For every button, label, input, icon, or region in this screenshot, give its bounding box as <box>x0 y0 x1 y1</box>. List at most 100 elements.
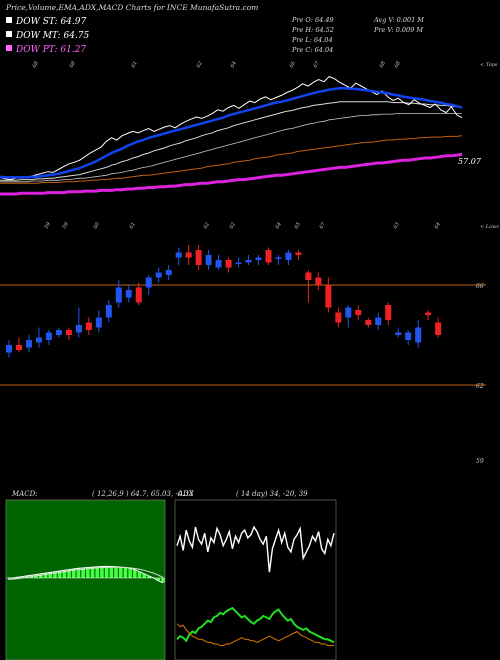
candle-body <box>35 337 42 343</box>
ema-top-tick-label: 68 <box>32 60 40 69</box>
ema-top-tick-label: 62 <box>196 60 204 69</box>
ema-long-b-line <box>0 135 463 184</box>
macd-histogram-bar <box>86 567 90 578</box>
adx-label: ADX <box>177 490 195 498</box>
macd-histogram-bar <box>57 571 62 578</box>
candle-body <box>295 252 302 255</box>
macd-histogram-bar <box>76 568 81 578</box>
candle-body <box>405 332 412 340</box>
candle-body <box>195 250 202 265</box>
ema-top-tick-label: 61 <box>131 60 139 69</box>
avg-volume: Avg V: 0.001 M <box>373 16 424 24</box>
macd-histogram-bar <box>142 573 147 578</box>
candle-body <box>15 345 22 350</box>
ema-mid-line <box>0 101 462 181</box>
candle-body <box>355 310 362 315</box>
di-green-line <box>176 606 335 644</box>
candle-body <box>345 307 352 318</box>
macd-histogram-bar <box>67 569 71 578</box>
prev-low: Pre L: 64.04 <box>291 36 333 44</box>
ema-top-tick-label: 67 <box>313 60 322 69</box>
macd-histogram-bar <box>104 566 109 578</box>
legend-label-mt: DOW MT: 64.75 <box>15 31 90 41</box>
legend-label-st: DOW ST: 64.97 <box>15 17 86 27</box>
macd-panel <box>5 499 166 660</box>
macd-histogram-bar <box>114 566 118 578</box>
price-top-tick-label: 65 <box>294 221 302 230</box>
candle-body <box>305 272 312 280</box>
ema-value-label: 57.07 <box>458 157 482 166</box>
macd-histogram-bar <box>137 571 142 578</box>
ema-very-long-line <box>0 152 463 196</box>
candle-body <box>185 252 192 258</box>
price-top-tick-label: 64 <box>434 221 442 230</box>
candle-body <box>65 330 72 335</box>
candle-body <box>25 340 32 348</box>
ema-fast-blue-line <box>0 86 463 179</box>
candle-body <box>105 305 112 318</box>
candle-body <box>325 285 332 308</box>
candle-body <box>215 260 222 268</box>
ema-panel: 68 68 61 62 64 66 67 68 68 <box>0 60 463 196</box>
prev-high: Pre H: 64.52 <box>291 26 334 34</box>
ema-top-tick-label: 66 <box>289 60 298 69</box>
price-top-tick-label: 60 <box>93 221 102 230</box>
candle-body <box>145 277 152 288</box>
macd-background <box>5 499 166 660</box>
legend-swatch-st <box>6 17 12 23</box>
candle-body <box>175 252 182 258</box>
macd-histogram-bar <box>43 573 48 578</box>
adx-white-line <box>176 525 335 573</box>
candle-body <box>435 322 442 335</box>
candle-body <box>285 252 292 260</box>
macd-label: MACD: <box>11 490 38 498</box>
price-panel: 59 59 60 61 62 62 64 65 67 63 64 66 62 59 <box>0 221 486 465</box>
candle-body <box>265 250 272 263</box>
candle-body <box>375 317 382 325</box>
macd-histogram-bar <box>156 578 161 581</box>
price-top-tick-label: 63 <box>393 221 401 230</box>
candle-body <box>75 325 82 333</box>
macd-histogram-bar <box>133 569 137 578</box>
adx-background <box>174 499 337 660</box>
adx-values: ( 14 day) 34, -20, 39 <box>236 490 308 498</box>
macd-histogram-bar <box>100 566 104 578</box>
candle-body <box>335 312 342 323</box>
candle-body <box>45 332 52 340</box>
ema-top-right-label: < Tops <box>480 62 498 68</box>
macd-histogram-bar <box>39 573 43 578</box>
price-top-tick-label: 64 <box>275 221 283 230</box>
candle-body <box>235 262 242 264</box>
signal-line <box>7 566 164 580</box>
macd-histogram-bar <box>147 575 151 578</box>
macd-histogram-bar <box>161 578 165 583</box>
ema-top-tick-label: 68 <box>379 60 387 69</box>
legend-swatch-pt <box>6 45 12 51</box>
macd-histogram-bar <box>128 568 132 578</box>
price-y-tick-label: 66 <box>476 283 484 290</box>
macd-histogram-bar <box>48 572 53 578</box>
ema-long-a-line <box>0 113 462 183</box>
ema-top-tick-label: 68 <box>394 60 402 69</box>
candle-body <box>245 260 252 263</box>
prev-volume: Pre V: 0.009 M <box>373 26 423 34</box>
macd-histogram-bar <box>123 567 128 578</box>
ema-top-tick-label: 68 <box>69 60 77 69</box>
candle-body <box>225 260 232 268</box>
candle-body <box>395 332 402 335</box>
prev-open: Pre O: 64.49 <box>291 16 334 24</box>
candle-body <box>255 257 262 260</box>
candle-body <box>95 317 102 328</box>
macd-line <box>8 565 164 584</box>
adx-panel <box>174 499 337 660</box>
legend-swatch-mt <box>6 31 12 37</box>
macd-histogram-bar <box>109 566 114 578</box>
price-top-tick-label: 61 <box>129 221 137 230</box>
candle-body <box>365 320 372 325</box>
candle-body <box>315 277 322 285</box>
macd-values: ( 12,26,9 ) 64.7, 65.03, -0.33 <box>92 490 194 498</box>
price-top-tick-label: 67 <box>319 221 328 230</box>
ema-top-tick-label: 64 <box>230 60 238 69</box>
prev-close: Pre C: 64.04 <box>291 46 333 54</box>
